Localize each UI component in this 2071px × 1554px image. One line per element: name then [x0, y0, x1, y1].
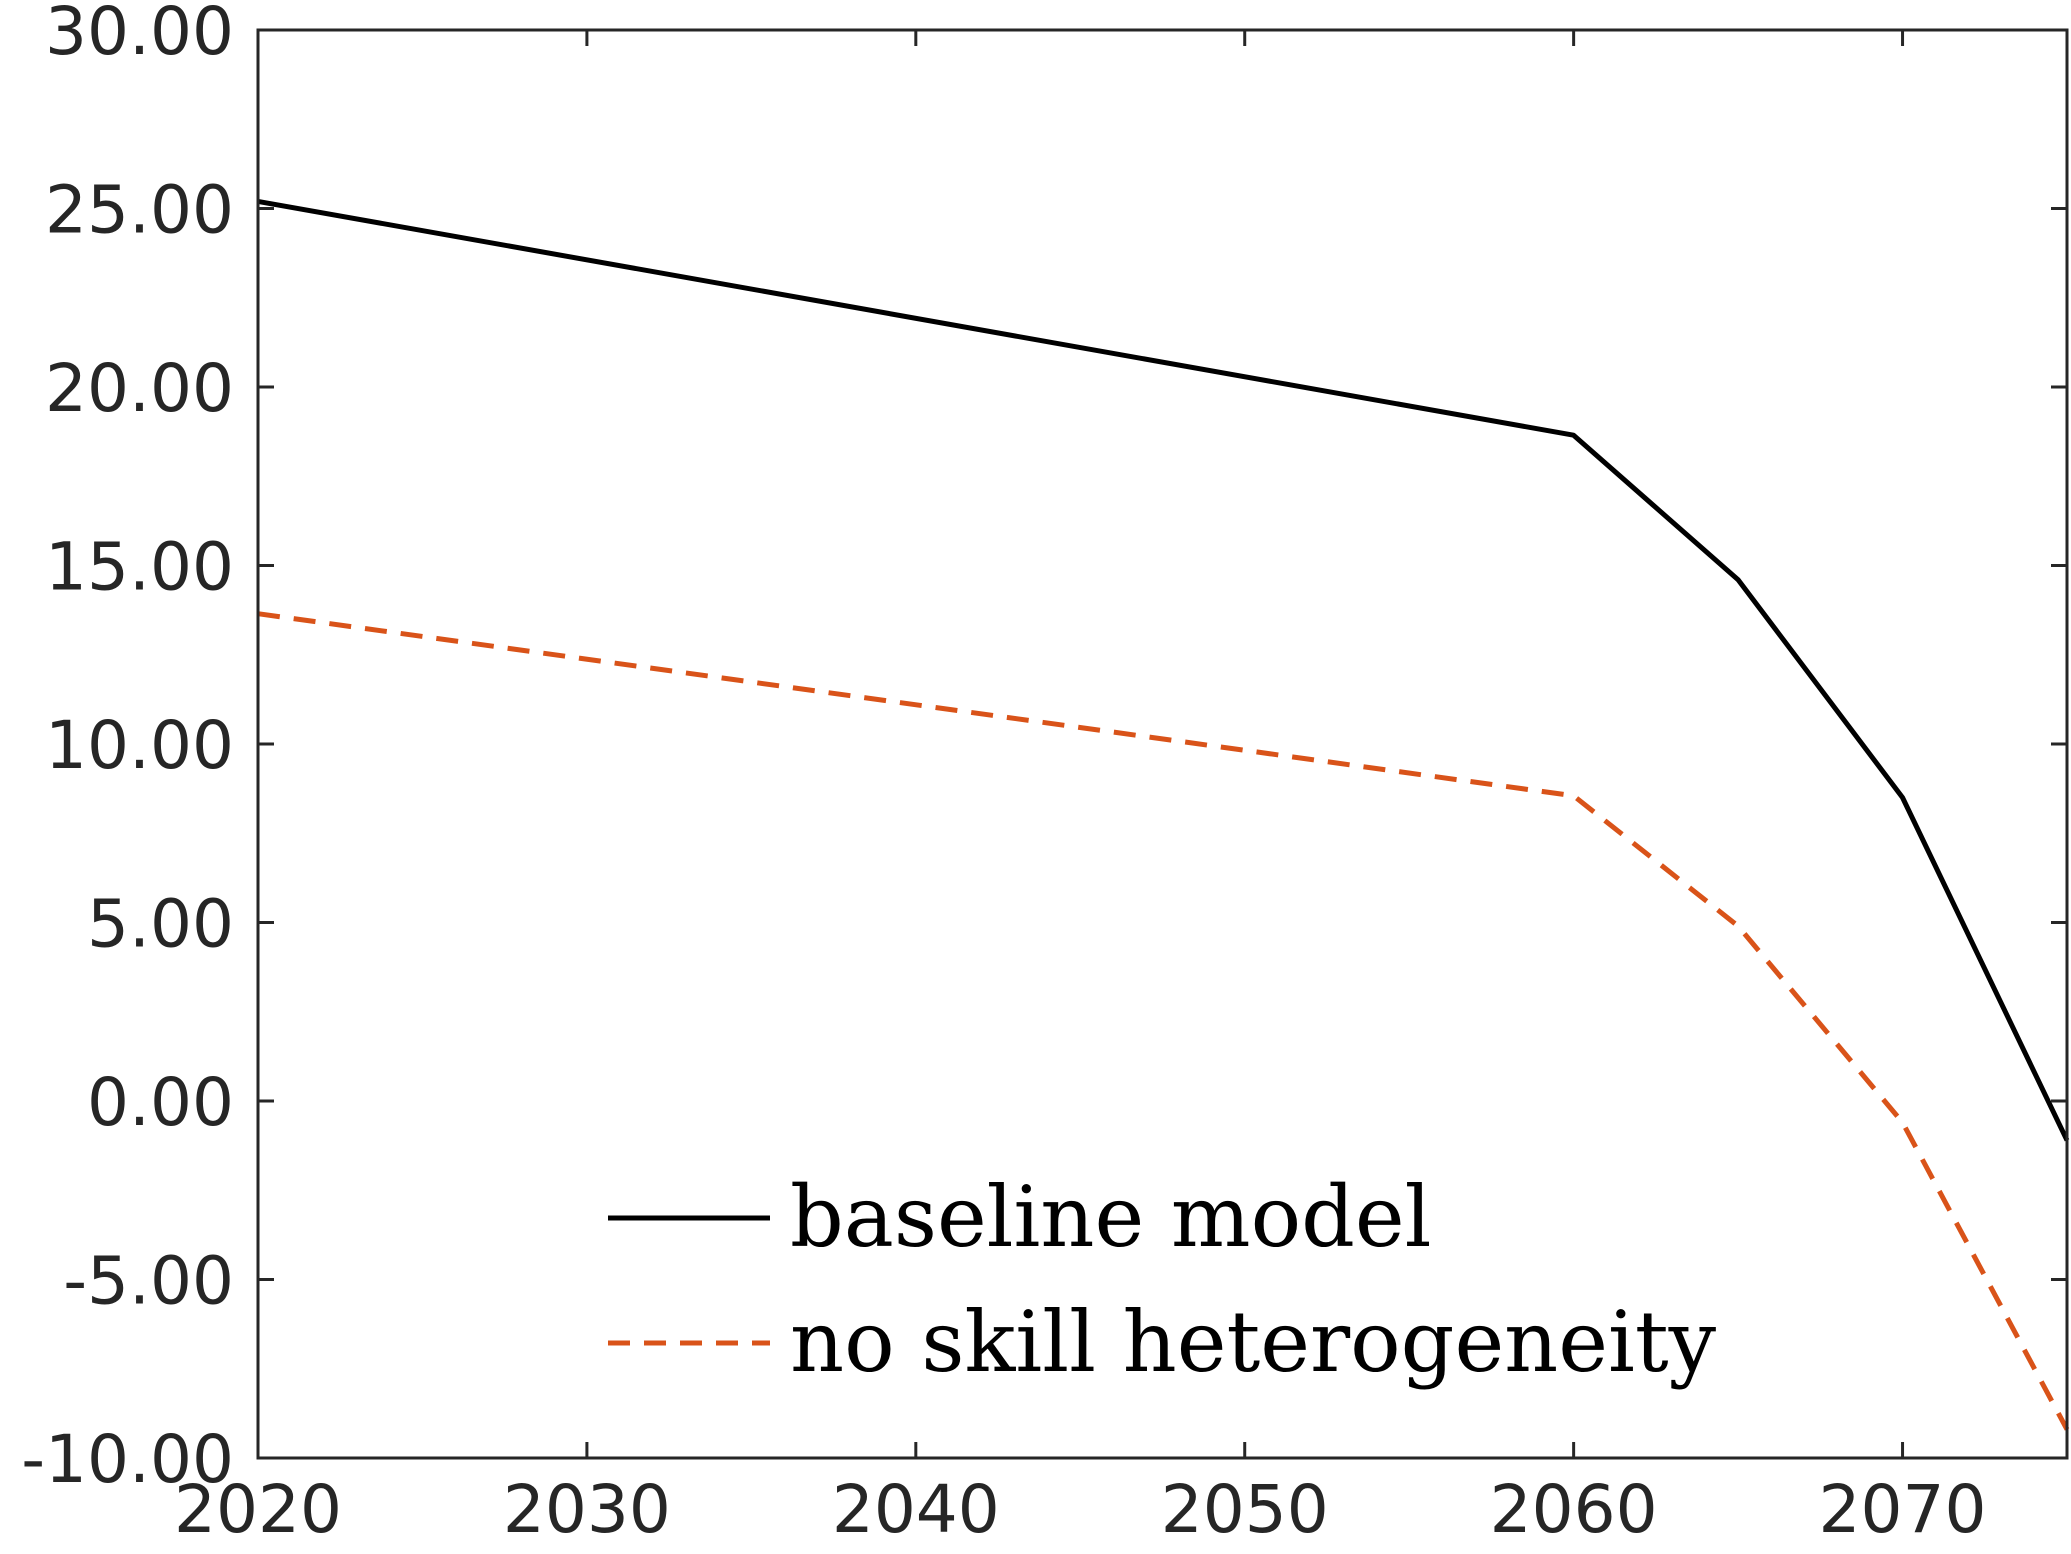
y-tick-label-15-00: 15.00: [45, 529, 234, 606]
legend-label-no-skill-heterogeneity: no skill heterogeneity: [790, 1293, 1717, 1391]
y-tick-label-10-00: -10.00: [21, 1421, 234, 1498]
plot-lines: [257, 198, 2070, 1431]
series-line-baseline-model: [257, 198, 2070, 1142]
y-tick-label-30-00: 30.00: [45, 0, 234, 70]
x-tick-label-2050: 2050: [1161, 1471, 1329, 1548]
x-tick-label-2060: 2060: [1490, 1471, 1658, 1548]
legend-label-baseline-model: baseline model: [790, 1168, 1431, 1266]
tick-labels: 2020 2030 2040 2050 2060 2070 30.00 25.00 20.00 1…: [21, 0, 1986, 1548]
x-tick-label-2020: 2020: [174, 1471, 342, 1548]
y-tick-label-5-00: -5.00: [63, 1243, 234, 1320]
legend: baseline model no skill heterogeneity: [608, 1168, 1717, 1391]
y-tick-label-5-00: 5.00: [87, 886, 234, 963]
y-tick-label-10-00: 10.00: [45, 707, 234, 784]
x-tick-label-2030: 2030: [503, 1471, 671, 1548]
y-tick-label-20-00: 20.00: [45, 350, 234, 427]
axis-ticks: [256, 28, 2067, 1460]
y-tick-label-25-00: 25.00: [45, 172, 234, 249]
x-tick-label-2070: 2070: [1819, 1471, 1987, 1548]
x-tick-label-2040: 2040: [832, 1471, 1000, 1548]
y-tick-label-0-00: 0.00: [87, 1064, 234, 1141]
series-line-no-skill-heterogeneity: [257, 611, 2070, 1431]
